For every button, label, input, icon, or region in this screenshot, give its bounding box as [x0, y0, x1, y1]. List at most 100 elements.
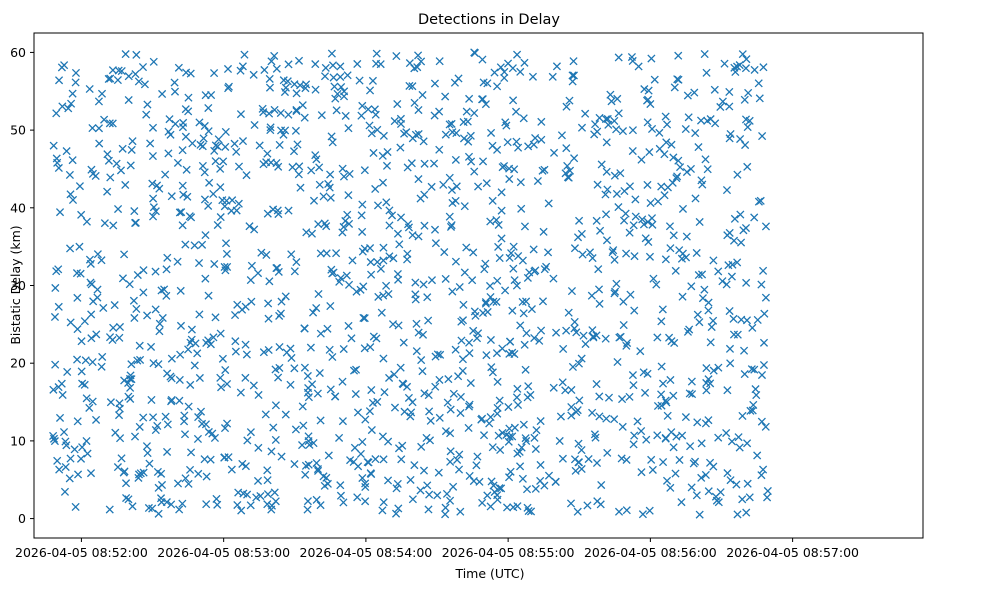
data-point — [465, 94, 474, 103]
data-point — [193, 434, 203, 444]
data-point — [524, 142, 533, 151]
data-point — [544, 199, 553, 208]
data-point — [745, 116, 754, 125]
data-point — [429, 159, 439, 168]
data-point — [279, 130, 288, 139]
data-point — [319, 192, 328, 201]
data-point — [301, 470, 310, 479]
data-point — [380, 388, 389, 397]
data-point — [51, 283, 60, 293]
data-point — [127, 145, 136, 154]
data-point — [175, 208, 184, 217]
data-point — [148, 152, 157, 161]
data-point — [643, 95, 653, 104]
data-point — [536, 417, 545, 426]
data-point — [564, 308, 573, 317]
data-point — [552, 328, 561, 337]
data-point — [80, 317, 89, 326]
data-point — [135, 341, 144, 350]
data-point — [237, 506, 246, 515]
data-point — [570, 324, 579, 333]
data-point — [426, 416, 435, 425]
data-point — [505, 164, 514, 173]
data-point — [603, 185, 612, 194]
data-point — [561, 169, 570, 178]
data-point — [295, 162, 304, 171]
x-tick-label: 2026-04-05 08:52:00 — [15, 545, 148, 560]
data-point — [551, 477, 560, 486]
data-point — [569, 71, 578, 80]
data-point — [460, 202, 469, 211]
data-point — [181, 474, 190, 483]
data-point — [151, 305, 160, 314]
data-point — [466, 378, 475, 388]
data-point — [535, 336, 544, 345]
data-point — [687, 390, 697, 399]
data-point — [109, 323, 118, 332]
data-point — [284, 60, 293, 69]
data-point — [369, 148, 378, 158]
data-point — [727, 437, 737, 446]
data-point — [143, 100, 152, 109]
data-point — [416, 486, 425, 495]
data-point — [694, 143, 703, 152]
data-point — [379, 256, 388, 265]
data-point — [732, 480, 741, 489]
data-point — [738, 495, 747, 504]
data-point — [316, 329, 325, 338]
data-point — [379, 498, 388, 507]
data-point — [549, 274, 558, 283]
data-point — [478, 498, 487, 507]
data-point — [303, 497, 312, 506]
data-point — [620, 186, 629, 196]
data-point — [423, 481, 432, 490]
data-point — [274, 373, 283, 382]
data-point — [155, 319, 164, 328]
data-point — [676, 163, 685, 172]
data-point — [518, 256, 527, 265]
data-point — [211, 313, 220, 322]
data-point — [175, 505, 184, 514]
data-point — [236, 388, 245, 397]
data-point — [220, 424, 230, 433]
data-point — [722, 186, 732, 195]
data-point — [464, 402, 474, 411]
data-point — [187, 325, 196, 334]
data-point — [544, 471, 554, 480]
data-point — [264, 314, 273, 323]
data-point — [629, 221, 638, 230]
data-point — [345, 169, 354, 178]
data-point — [674, 51, 683, 60]
data-point — [281, 410, 290, 419]
data-point — [497, 234, 506, 243]
data-point — [124, 378, 133, 387]
data-point — [472, 461, 481, 470]
data-point — [653, 333, 662, 342]
data-point — [73, 293, 82, 302]
data-point — [265, 74, 274, 83]
data-point — [216, 329, 225, 338]
data-point — [750, 213, 759, 222]
data-point — [706, 338, 715, 347]
data-point — [54, 163, 63, 173]
data-point — [618, 127, 628, 136]
data-point — [351, 389, 360, 399]
data-point — [257, 248, 266, 257]
data-point — [167, 500, 176, 509]
data-point — [740, 370, 749, 379]
data-point — [512, 137, 521, 146]
data-point — [512, 281, 521, 290]
data-point — [382, 281, 391, 290]
data-point — [283, 77, 292, 86]
data-point — [312, 303, 321, 313]
data-point — [662, 476, 672, 485]
data-point — [54, 302, 63, 311]
data-point — [697, 270, 707, 279]
data-point — [274, 267, 283, 276]
data-point — [85, 403, 94, 412]
data-point — [304, 460, 313, 469]
data-point — [750, 365, 759, 374]
data-point — [628, 126, 637, 135]
data-point — [240, 50, 249, 59]
data-point — [53, 158, 62, 167]
